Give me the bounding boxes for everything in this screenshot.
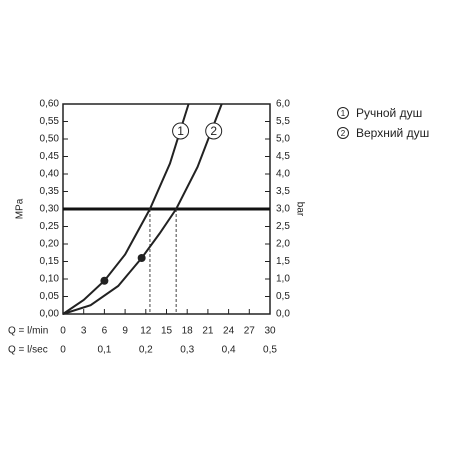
x2-tick-label: 0,5	[263, 345, 277, 356]
y2-tick-label: 0,5	[276, 291, 290, 302]
y2-tick-label: 2,0	[276, 239, 290, 250]
x-tick-label: 9	[122, 326, 128, 337]
x2-axis-label: Q = l/sec	[8, 345, 48, 356]
x-tick-label: 15	[161, 326, 173, 337]
x-tick-label: 0	[60, 326, 66, 337]
legend-label: Ручной душ	[356, 106, 422, 120]
x-tick-label: 6	[102, 326, 108, 337]
x-axis-label: Q = l/min	[8, 326, 48, 337]
x2-tick-label: 0,3	[180, 345, 194, 356]
curve-label-ring	[205, 122, 223, 140]
x-tick-label: 30	[264, 326, 276, 337]
y-tick-label: 0,25	[40, 221, 60, 232]
x-tick-label: 18	[182, 326, 194, 337]
y2-tick-label: 3,5	[276, 186, 290, 197]
y-axis-label: MPa	[15, 198, 26, 219]
curve	[62, 103, 223, 315]
x-tick-label: 12	[140, 326, 152, 337]
point	[137, 254, 146, 262]
y2-tick-label: 5,5	[276, 116, 290, 127]
y-tick-label: 0,15	[40, 256, 60, 267]
y-tick-label: 0,05	[40, 291, 60, 302]
curve-label: 1	[177, 124, 184, 138]
x-tick-label: 27	[244, 326, 256, 337]
x2-tick-label: 0	[60, 345, 66, 356]
y-tick-label: 0,60	[40, 99, 60, 110]
y-tick-label: 0,35	[40, 186, 60, 197]
y-tick-label: 0,50	[40, 134, 60, 145]
y2-tick-label: 0,0	[276, 309, 290, 320]
y2-tick-label: 4,0	[276, 169, 290, 180]
y2-tick-label: 3,0	[276, 204, 290, 215]
y-tick-label: 0,10	[40, 274, 60, 285]
y-tick-label: 0,20	[40, 239, 60, 250]
legend-number: 2	[341, 129, 346, 138]
y-tick-label: 0,40	[40, 169, 60, 180]
legend-ring	[337, 127, 349, 139]
x-tick-label: 21	[202, 326, 214, 337]
legend-label: Верхний душ	[356, 126, 429, 140]
x2-tick-label: 0,2	[139, 345, 153, 356]
legend-ring	[337, 107, 349, 119]
y2-tick-label: 2,5	[276, 221, 290, 232]
y2-tick-label: 1,5	[276, 256, 290, 267]
y2-axis-label: bar	[294, 202, 305, 217]
y-tick-label: 0,30	[40, 204, 60, 215]
y-tick-label: 0,55	[40, 116, 60, 127]
y2-tick-label: 1,0	[276, 274, 290, 285]
x-tick-label: 3	[81, 326, 87, 337]
y-tick-label: 0,45	[40, 151, 60, 162]
y2-tick-label: 4,5	[276, 151, 290, 162]
x2-tick-label: 0,4	[222, 345, 236, 356]
x-tick-label: 24	[223, 326, 235, 337]
point	[100, 276, 109, 285]
y-tick-label: 0,00	[40, 309, 60, 320]
legend-number: 1	[341, 109, 346, 118]
curve-label-ring	[172, 122, 190, 140]
y2-tick-label: 6,0	[276, 99, 290, 110]
curve-label: 2	[210, 124, 217, 138]
y2-tick-label: 5,0	[276, 134, 290, 145]
curve	[62, 103, 190, 315]
x2-tick-label: 0,1	[97, 345, 111, 356]
